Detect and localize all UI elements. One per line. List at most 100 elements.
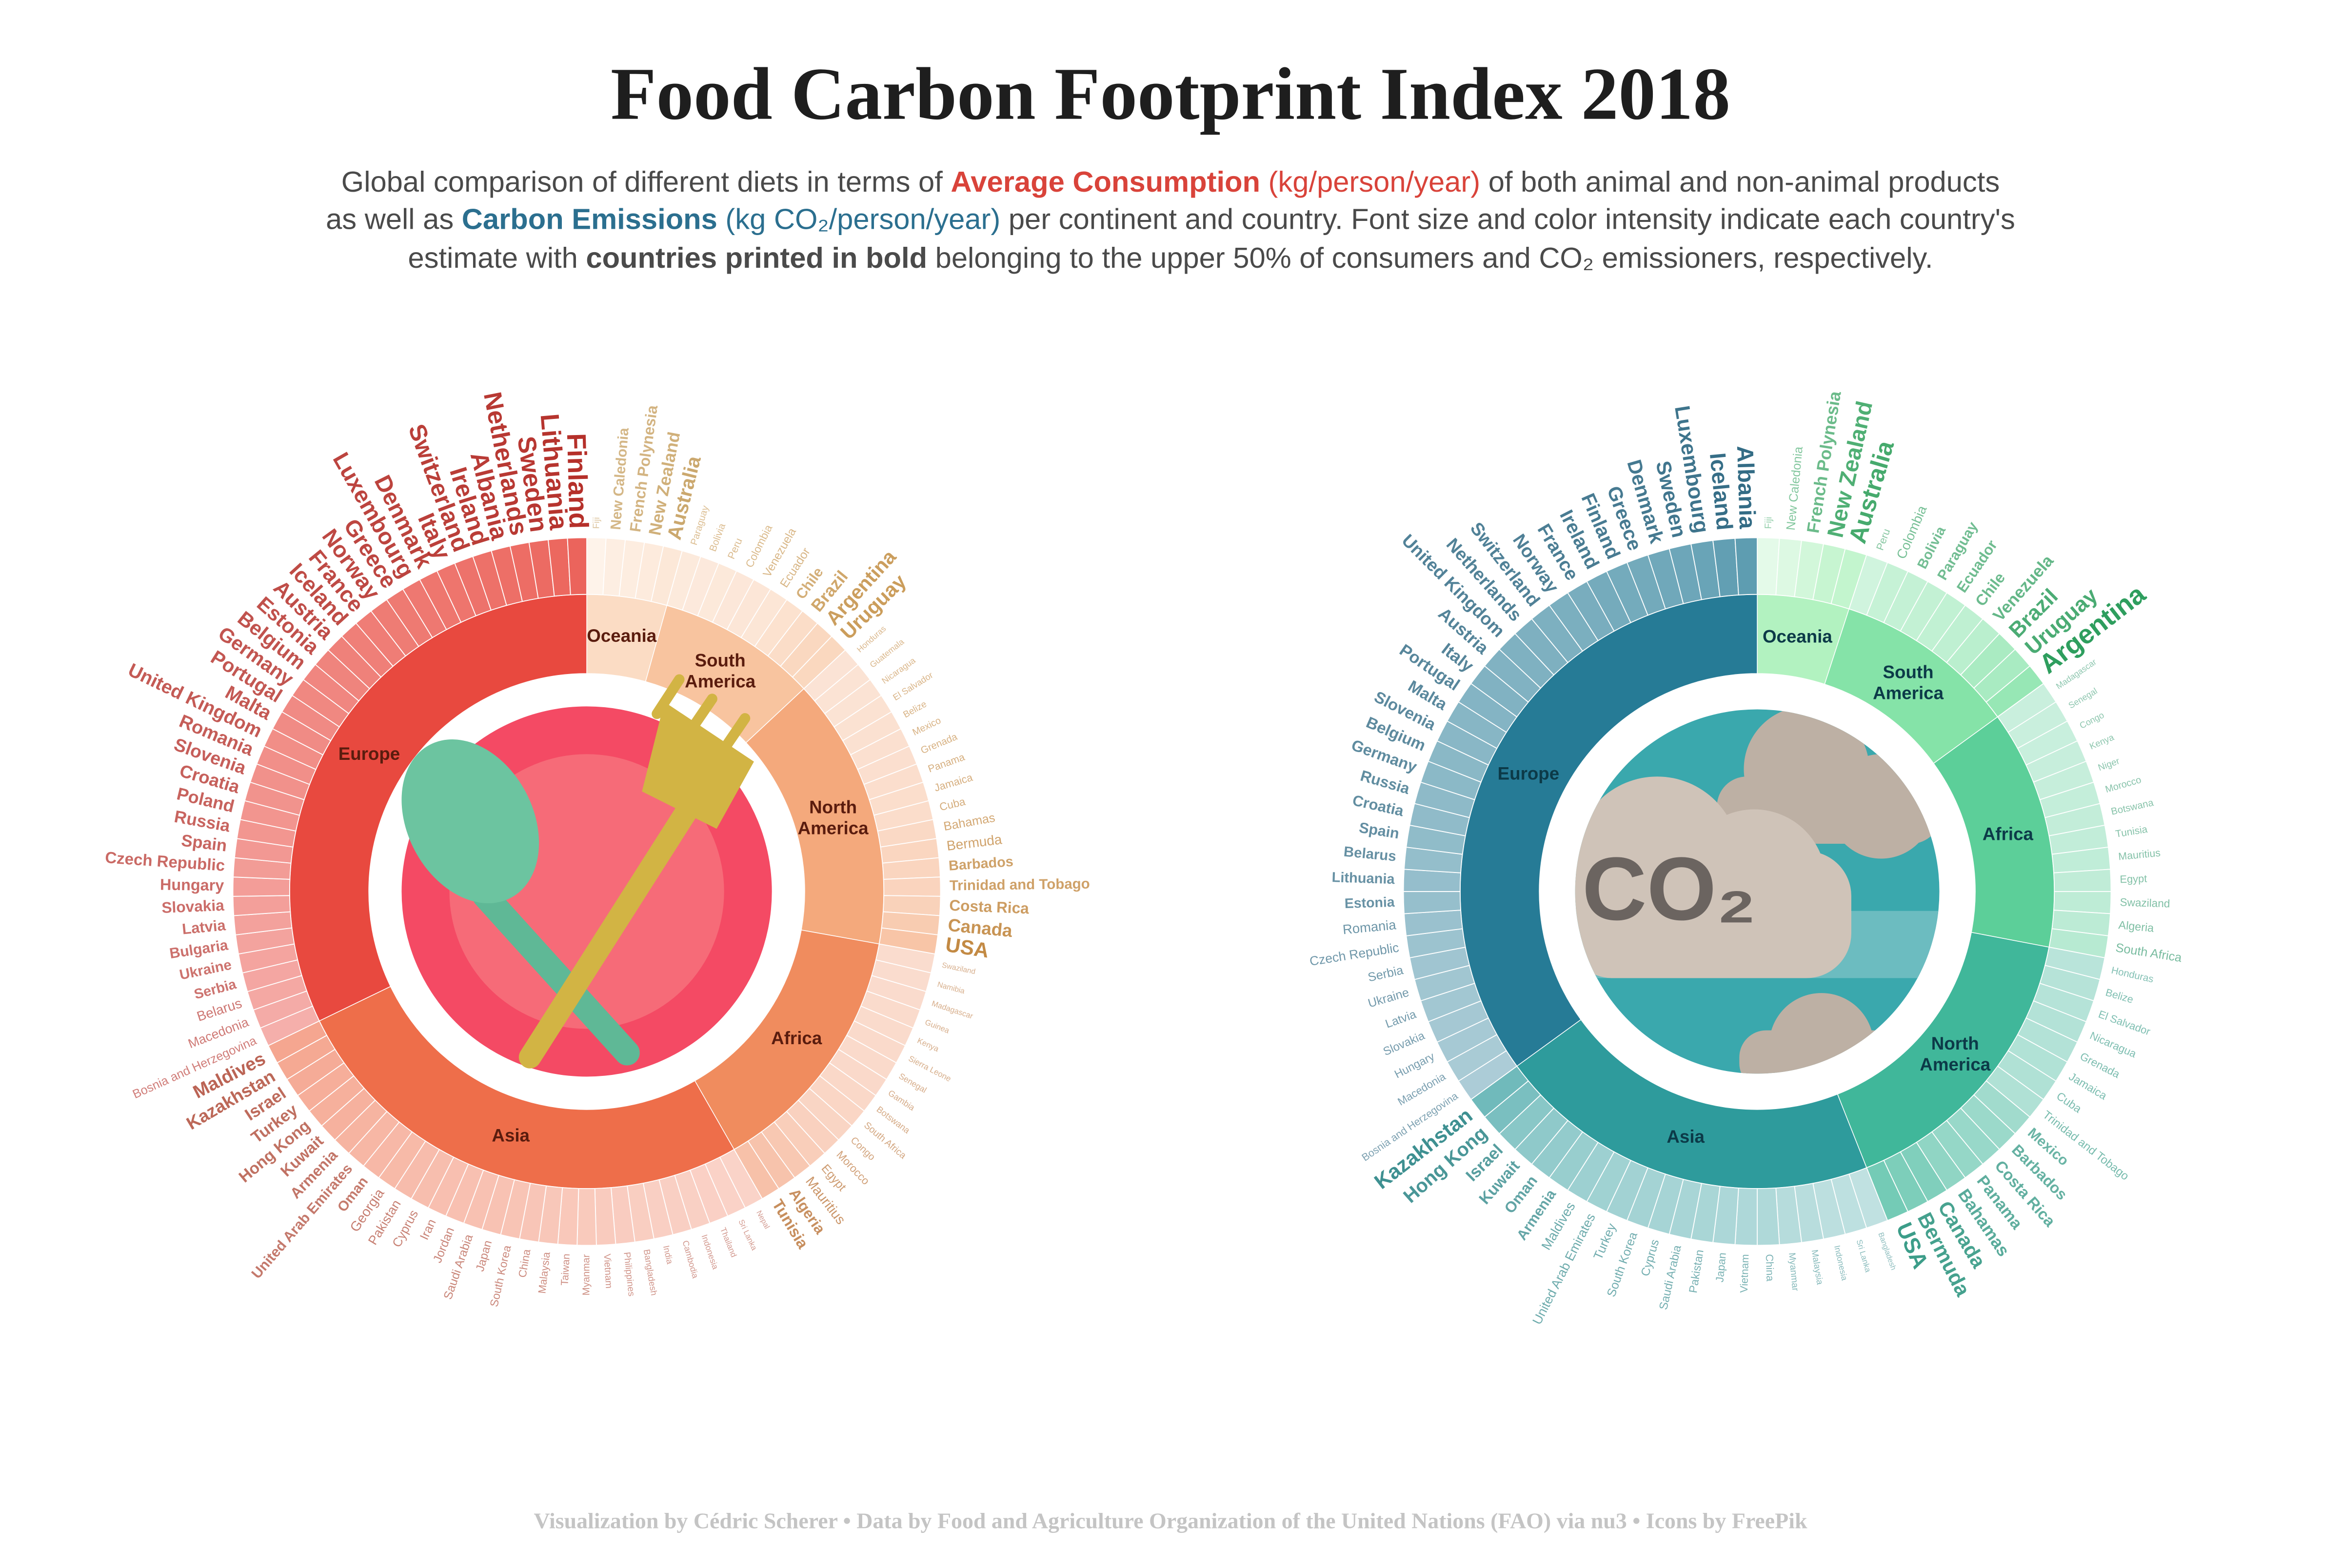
country-label: Sri Lanka [1855,1239,1873,1274]
country-label: Serbia [1367,963,1405,985]
country-label: India [661,1245,675,1265]
continent-label: Asia [492,1126,530,1146]
continent-label: North America [798,797,869,838]
country-segment [576,1188,597,1246]
country-label: Cambodia [680,1239,700,1279]
country-label: Vietnam [602,1253,615,1289]
country-label: Estonia [1344,894,1395,912]
country-label: Belize [901,698,928,719]
country-label: Pakistan [1686,1249,1706,1294]
subtitle-part: (kg CO₂/person/year) [717,202,1000,235]
plate-icon [401,674,772,1077]
subtitle-part: Average Consumption [951,165,1260,198]
continent-label: Europe [338,744,400,764]
country-label: Mauritius [2118,847,2161,862]
country-label: Slovakia [161,896,225,916]
country-label: Spain [180,831,228,855]
country-label: Malaysia [536,1251,552,1294]
country-label: Indonesia [700,1233,720,1271]
subtitle-line: as well as Carbon Emissions (kg CO₂/pers… [326,202,2015,235]
country-label: Latvia [181,916,227,937]
subtitle-line: estimate with countries printed in bold … [408,241,1933,274]
country-label: Fiji [1763,516,1774,529]
country-label: Algeria [2118,918,2155,934]
country-label: Japan [474,1239,495,1273]
subtitle-part: (kg/person/year) [1260,165,1480,198]
country-label: Mexico [911,715,942,738]
country-label: Philippines [622,1251,637,1297]
country-label: Finland [561,433,594,529]
country-label: Nicaragua [2088,1029,2138,1060]
continent-label: Africa [1983,824,2034,844]
country-label: Hungary [160,876,224,894]
country-segment [883,876,941,897]
subtitle-part: countries printed in bold [586,241,927,274]
subtitle-part: Global comparison of different diets in … [341,165,951,198]
country-label: New Caledonia [1784,446,1805,531]
country-segment [1734,537,1758,595]
country-segment [1403,891,1462,914]
country-label: Malaysia [1810,1249,1825,1286]
country-label: Lithuania [1331,870,1395,887]
country-label: Bermuda [946,832,1003,853]
country-label: Slovakia [1381,1029,1427,1059]
country-label: Senegal [897,1072,929,1095]
country-label: Congo [2078,710,2106,731]
country-label: Saudi Arabia [1657,1244,1684,1311]
country-label: Czech Republic [1309,940,1400,969]
country-label: Grenada [919,731,959,756]
subtitle-part: of both animal and non-animal products [1480,165,2000,198]
continent-label: Oceania [587,626,656,646]
subtitle-part: belonging to the upper 50% of consumers … [927,241,1933,274]
subtitle-part: estimate with [408,241,586,274]
country-label: Fiji [591,517,601,529]
continent-label: Oceania [1763,627,1832,647]
country-label: Belarus [1343,844,1397,865]
country-label: Cuba [2054,1090,2084,1115]
country-label: Japan [1713,1252,1728,1283]
country-label: Albania [1732,445,1760,530]
country-label: Vietnam [1738,1254,1751,1293]
country-label: Cyprus [1639,1238,1662,1278]
country-label: Taiwan [559,1253,572,1286]
country-label: China [516,1248,533,1278]
country-label: Guinea [924,1018,951,1035]
caption: Visualization by Cédric Scherer • Data b… [534,1508,1807,1533]
country-label: Panama [927,752,967,775]
country-label: Trinidad and Tobago [950,876,1090,894]
country-label: Senegal [2067,686,2099,710]
country-label: Belize [2104,987,2135,1006]
country-label: Namibia [936,980,966,995]
country-label: Morocco [2104,774,2143,795]
country-label: Bangladesh [1876,1231,1897,1271]
country-label: Indonesia [1832,1245,1849,1282]
subtitle-line: Global comparison of different diets in … [341,165,2000,198]
country-label: Costa Rica [949,896,1030,917]
country-label: Myanmar [581,1254,592,1296]
country-label: Peru [1874,527,1892,552]
continent-label: Africa [771,1028,822,1048]
country-label: Gambia [887,1088,917,1113]
country-label: Honduras [2110,965,2155,985]
country-label: Turkey [1591,1221,1619,1262]
country-label: Sri Lanka [736,1218,758,1252]
continent-label: Asia [1666,1127,1705,1147]
country-label: Tunisia [2115,824,2148,840]
country-label: Spain [1358,819,1400,842]
country-segment [232,876,291,897]
country-segment [1757,1187,1780,1246]
country-label: Bahamas [943,811,996,834]
continent-label: South America [1873,662,1944,703]
country-label: Barbados [948,854,1014,874]
country-label: Croatia [1351,792,1406,820]
country-segment [2053,869,2112,892]
country-label: Iran [417,1217,439,1242]
country-label: Swaziland [941,961,976,976]
subtitle-part: as well as [326,202,462,235]
country-label: Bangladesh [642,1249,659,1296]
country-label: Bolivia [708,522,728,553]
country-segment [232,895,291,916]
country-label: Niger [2097,756,2121,773]
country-label: Madagascar [931,999,974,1021]
